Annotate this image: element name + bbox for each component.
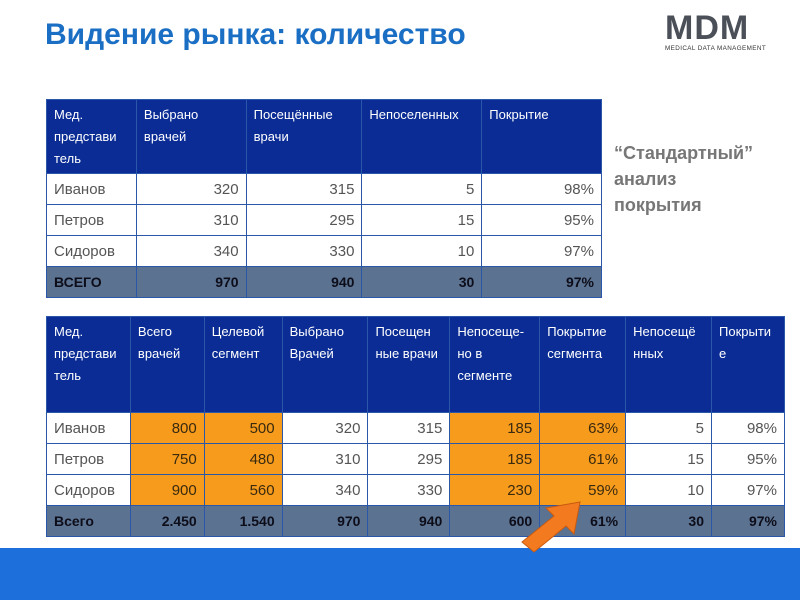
cell-target-segment: 480 — [203, 443, 283, 475]
header-total-doctors: Всего врачей — [129, 316, 205, 413]
cell-selected: 320 — [135, 173, 247, 205]
cell-coverage: 98% — [711, 412, 785, 444]
cell-rep: Петров — [46, 204, 137, 236]
cell-unvisited: 15 — [361, 204, 483, 236]
cell-selected: 310 — [135, 204, 247, 236]
cell-unvisited: 10 — [625, 474, 712, 506]
cell-segment-coverage: 63% — [539, 412, 627, 444]
total-visited: 940 — [245, 266, 363, 298]
side-note-line: покрытия — [614, 195, 702, 215]
cell-coverage: 95% — [711, 443, 785, 475]
cell-total-doctors: 800 — [129, 412, 205, 444]
table-header-row: Мед. представи тель Выбрано врачей Посещ… — [46, 99, 602, 174]
table-row: Петров 750 480 310 295 185 61% 15 95% — [46, 443, 785, 475]
side-note-line: “Стандартный” — [614, 143, 754, 163]
cell-total-doctors: 900 — [129, 474, 205, 506]
cell-target-segment: 500 — [203, 412, 283, 444]
logo-letters: MDM — [665, 9, 750, 47]
header-coverage: Покрытие — [481, 99, 602, 174]
total-unvisited-segment: 600 — [449, 505, 541, 537]
page-title: Видение рынка: количество — [45, 18, 466, 51]
mdm-logo: MDM MEDICAL DATA MANAGEMENT — [665, 9, 787, 52]
header-unvisited-segment: Непосеще-но в сегменте — [449, 316, 541, 413]
header-selected: Выбрано врачей — [135, 99, 247, 174]
cell-rep: Сидоров — [46, 235, 137, 267]
cell-selected: 310 — [281, 443, 369, 475]
total-total-doctors: 2.450 — [129, 505, 205, 537]
total-selected: 970 — [281, 505, 369, 537]
cell-selected: 340 — [281, 474, 369, 506]
total-target-segment: 1.540 — [203, 505, 283, 537]
logo-subtitle: MEDICAL DATA MANAGEMENT — [665, 45, 767, 52]
total-coverage: 97% — [481, 266, 602, 298]
cell-unvisited: 10 — [361, 235, 483, 267]
cell-rep: Сидоров — [46, 474, 131, 506]
cell-rep: Иванов — [46, 412, 131, 444]
coverage-table-standard: Мед. представи тель Выбрано врачей Посещ… — [46, 99, 602, 298]
cell-rep: Иванов — [46, 173, 137, 205]
total-selected: 970 — [135, 266, 247, 298]
side-note-line: анализ — [614, 169, 677, 189]
table-header-row: Мед. представи тель Всего врачей Целевой… — [46, 316, 785, 413]
total-unvisited: 30 — [361, 266, 483, 298]
cell-unvisited-segment: 230 — [449, 474, 541, 506]
cell-visited: 295 — [367, 443, 451, 475]
header-selected: Выбрано Врачей — [281, 316, 369, 413]
cell-unvisited-segment: 185 — [449, 443, 541, 475]
cell-visited: 315 — [367, 412, 451, 444]
table-row: Петров 310 295 15 95% — [46, 204, 602, 236]
total-label: Всего — [46, 505, 131, 537]
total-label: ВСЕГО — [46, 266, 137, 298]
cell-coverage: 95% — [481, 204, 602, 236]
cell-selected: 340 — [135, 235, 247, 267]
cell-unvisited: 5 — [625, 412, 712, 444]
table-total-row: ВСЕГО 970 940 30 97% — [46, 266, 602, 298]
header-rep: Мед. представи тель — [46, 316, 131, 413]
cell-coverage: 97% — [481, 235, 602, 267]
header-target-segment: Целевой сегмент — [203, 316, 283, 413]
cell-target-segment: 560 — [203, 474, 283, 506]
table-row: Иванов 320 315 5 98% — [46, 173, 602, 205]
table-row: Иванов 800 500 320 315 185 63% 5 98% — [46, 412, 785, 444]
table-total-row: Всего 2.450 1.540 970 940 600 61% 30 97% — [46, 505, 785, 537]
side-note: “Стандартный” анализ покрытия — [614, 140, 753, 218]
header-unvisited: Непоселенных — [361, 99, 483, 174]
cell-rep: Петров — [46, 443, 131, 475]
cell-unvisited-segment: 185 — [449, 412, 541, 444]
cell-coverage: 98% — [481, 173, 602, 205]
cell-visited: 330 — [245, 235, 363, 267]
cell-unvisited: 15 — [625, 443, 712, 475]
cell-visited: 330 — [367, 474, 451, 506]
cell-visited: 315 — [245, 173, 363, 205]
cell-total-doctors: 750 — [129, 443, 205, 475]
table-row: Сидоров 900 560 340 330 230 59% 10 97% — [46, 474, 785, 506]
header-unvisited: Непосещё нных — [625, 316, 712, 413]
cell-coverage: 97% — [711, 474, 785, 506]
cell-unvisited: 5 — [361, 173, 483, 205]
total-visited: 940 — [367, 505, 451, 537]
cell-segment-coverage: 61% — [539, 443, 627, 475]
header-visited: Посещен ные врачи — [367, 316, 451, 413]
header-coverage: Покрыти е — [711, 316, 785, 413]
footer-bar — [0, 548, 800, 600]
total-coverage: 97% — [711, 505, 785, 537]
cell-visited: 295 — [245, 204, 363, 236]
cell-selected: 320 — [281, 412, 369, 444]
orange-arrow-icon — [521, 501, 581, 553]
table-row: Сидоров 340 330 10 97% — [46, 235, 602, 267]
header-segment-coverage: Покрытие сегмента — [539, 316, 627, 413]
header-visited: Посещённые врачи — [245, 99, 363, 174]
total-unvisited: 30 — [625, 505, 712, 537]
coverage-table-segment: Мед. представи тель Всего врачей Целевой… — [46, 316, 785, 537]
header-rep: Мед. представи тель — [46, 99, 137, 174]
